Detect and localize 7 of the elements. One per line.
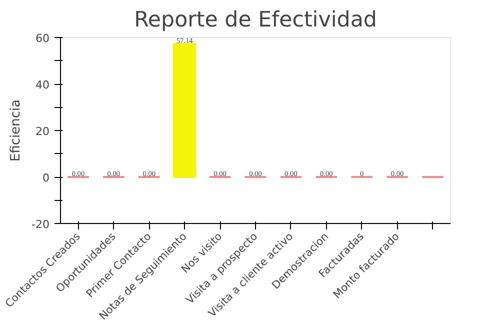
- y-tick-label: -20: [32, 218, 50, 231]
- y-tick-label: 20: [36, 125, 50, 138]
- y-tick-label: 0: [42, 172, 50, 184]
- y-tick-label: 60: [36, 32, 50, 45]
- chart-title: Reporte de Efectividad: [134, 8, 377, 32]
- y-axis-title: Eficiencia: [8, 99, 24, 162]
- y-tick-label: 40: [36, 78, 50, 92]
